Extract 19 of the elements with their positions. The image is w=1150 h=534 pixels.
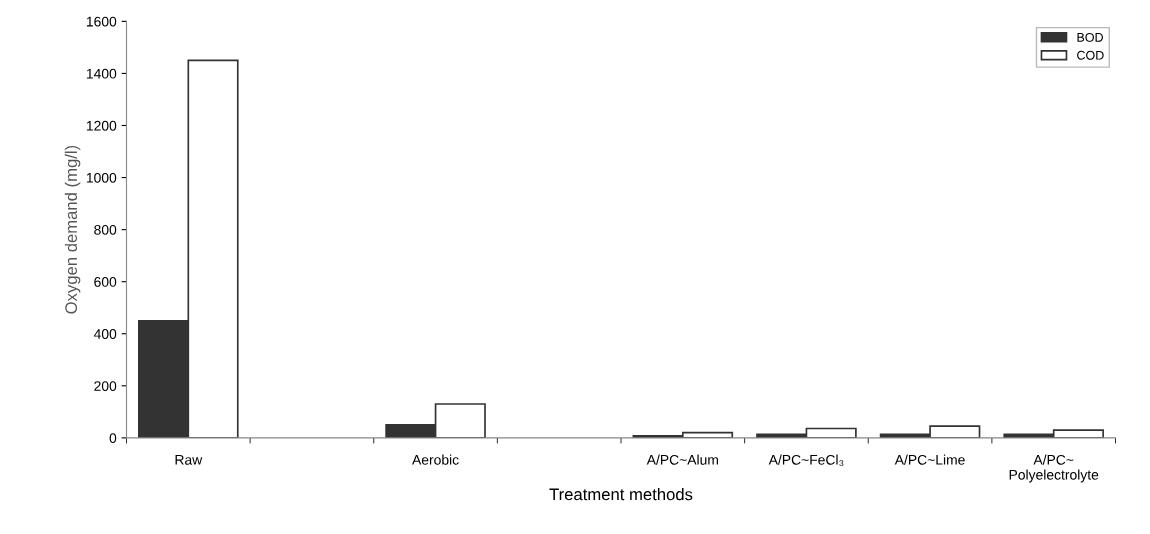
x-tick-label: A/PC~Lime [894,454,965,465]
y-tick-label: 400 [93,329,117,339]
y-tick-label: 0 [109,433,117,444]
x-axis-title: Treatment methods [549,488,693,501]
x-tick-label: A/PC~ Polyelectrolyte [1009,454,1099,483]
x-tick-label: Raw [175,455,203,465]
y-tick-label: 1200 [86,120,117,131]
y-tick-label: 200 [94,381,117,391]
legend-label: BOD [1077,32,1103,42]
y-tick-label: 600 [94,277,117,287]
x-tick-label: A/PC~FeCl₃ [768,454,844,466]
y-tick-label: 1000 [86,172,117,183]
x-tick-label: A/PC~Alum [646,454,718,465]
y-axis-title: Oxygen demand (mg/l) [64,145,81,314]
legend-label: COD [1077,50,1104,60]
y-tick-label: 1400 [86,68,117,79]
y-tick-label: 1600 [86,16,117,27]
x-tick-label: Aerobic [412,454,459,465]
y-tick-label: 800 [94,224,117,235]
